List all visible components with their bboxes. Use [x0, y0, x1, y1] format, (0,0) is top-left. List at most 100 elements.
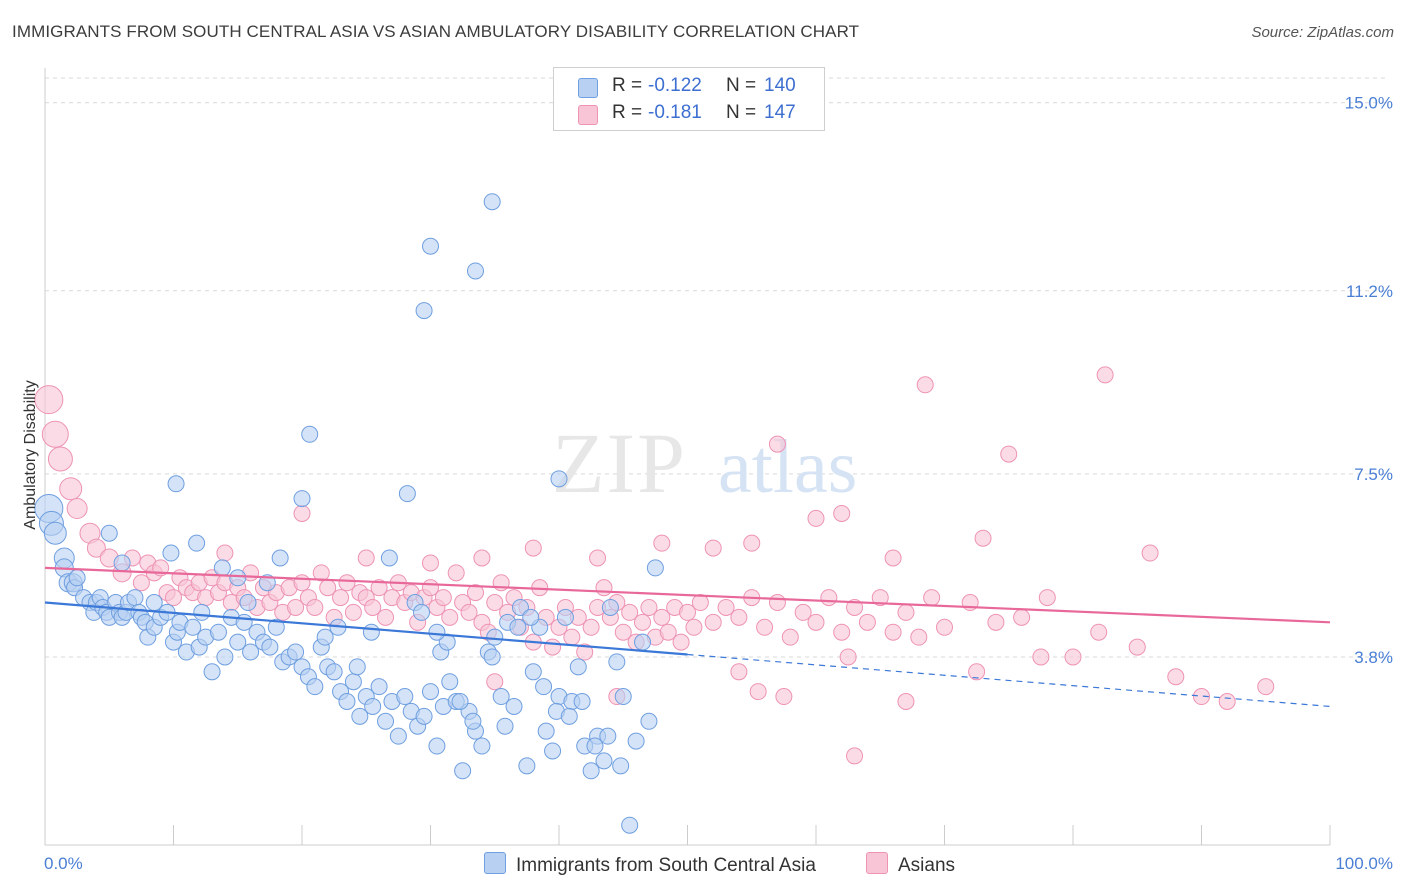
data-point — [59, 477, 83, 501]
blue-swatch — [578, 78, 598, 98]
data-point — [454, 762, 472, 780]
data-point — [229, 633, 247, 651]
data-point — [1193, 688, 1210, 706]
data-point — [586, 737, 604, 755]
x-tick-label: 100.0% — [1335, 854, 1393, 873]
data-point — [595, 579, 613, 597]
data-point — [293, 504, 311, 522]
data-point — [563, 628, 581, 646]
y-tick-label: 7.5% — [1354, 465, 1393, 484]
data-point — [608, 653, 626, 671]
data-point — [486, 628, 504, 646]
data-point — [1257, 678, 1275, 696]
data-point — [858, 613, 876, 631]
data-point — [1038, 589, 1056, 607]
data-point — [473, 737, 491, 755]
data-point — [884, 549, 902, 567]
data-point — [357, 549, 375, 567]
r-value: -0.181 — [648, 102, 702, 123]
data-point — [524, 663, 542, 681]
data-point — [871, 589, 889, 607]
data-point — [344, 603, 362, 621]
data-point — [261, 638, 279, 656]
data-point — [34, 385, 64, 415]
data-point — [316, 628, 334, 646]
data-point — [768, 594, 786, 612]
data-point — [672, 633, 690, 651]
data-point — [1064, 648, 1082, 666]
watermark: ZIP atlas — [552, 415, 857, 511]
correlation-legend: R = -0.122 N = 140 R = -0.181 N = 147 — [553, 67, 825, 131]
data-point — [685, 618, 703, 636]
bottom-legend-label: Immigrants from South Central Asia — [516, 855, 816, 876]
data-point — [884, 623, 902, 641]
data-point — [338, 574, 356, 592]
data-point — [434, 589, 452, 607]
y-tick-label: 15.0% — [1345, 94, 1393, 113]
data-point — [1167, 668, 1185, 686]
data-point — [239, 594, 257, 612]
data-point — [910, 628, 928, 646]
data-point — [398, 485, 416, 503]
data-point — [165, 589, 182, 607]
data-point — [389, 727, 407, 745]
bottom-legend-item-immigrants[interactable]: Immigrants from South Central Asia — [484, 852, 816, 877]
data-point — [749, 683, 767, 701]
data-point — [537, 722, 555, 740]
data-point — [634, 613, 652, 631]
r-label: R = — [612, 75, 643, 96]
data-point — [717, 598, 735, 616]
data-point — [556, 608, 574, 626]
n-value: 140 — [764, 75, 796, 96]
data-point — [267, 618, 285, 636]
data-point — [306, 678, 324, 696]
data-point — [691, 594, 709, 612]
data-point — [659, 623, 677, 641]
data-point — [483, 193, 501, 211]
data-point — [415, 302, 433, 320]
r-value: -0.122 — [648, 75, 702, 96]
data-point — [544, 742, 562, 760]
data-point — [1032, 648, 1050, 666]
data-point — [794, 603, 812, 621]
data-point — [132, 574, 150, 592]
data-point — [897, 603, 915, 621]
data-point — [447, 564, 465, 582]
data-point — [1013, 608, 1031, 626]
data-point — [293, 490, 311, 508]
data-point — [1000, 445, 1018, 463]
data-point — [377, 608, 395, 626]
data-point — [582, 762, 600, 780]
data-point — [348, 658, 366, 676]
data-point — [846, 598, 864, 616]
data-point — [518, 757, 536, 775]
trend-line-pink — [44, 566, 1331, 624]
data-point — [344, 673, 362, 691]
data-point — [126, 589, 144, 607]
data-point — [496, 717, 514, 735]
data-point — [511, 598, 529, 616]
data-point — [483, 648, 501, 666]
series-immigrants-south-central-asia — [34, 193, 664, 834]
y-tick-label: 11.2% — [1346, 282, 1393, 301]
data-point — [306, 598, 324, 616]
data-point — [473, 549, 491, 567]
data-point — [242, 643, 260, 661]
data-point — [974, 529, 992, 547]
data-point — [380, 549, 398, 567]
data-point — [86, 538, 106, 558]
n-value: 147 — [764, 102, 796, 123]
data-point — [441, 673, 459, 691]
data-point — [839, 648, 857, 666]
data-point — [377, 712, 395, 730]
data-point — [599, 727, 617, 745]
data-point — [576, 643, 594, 661]
data-point — [258, 574, 276, 592]
bottom-legend-item-asians[interactable]: Asians — [866, 852, 955, 877]
data-point — [428, 623, 446, 641]
data-point — [505, 697, 523, 715]
data-point — [492, 688, 510, 706]
data-point — [271, 549, 289, 567]
data-point — [653, 534, 671, 552]
data-point — [43, 521, 67, 545]
